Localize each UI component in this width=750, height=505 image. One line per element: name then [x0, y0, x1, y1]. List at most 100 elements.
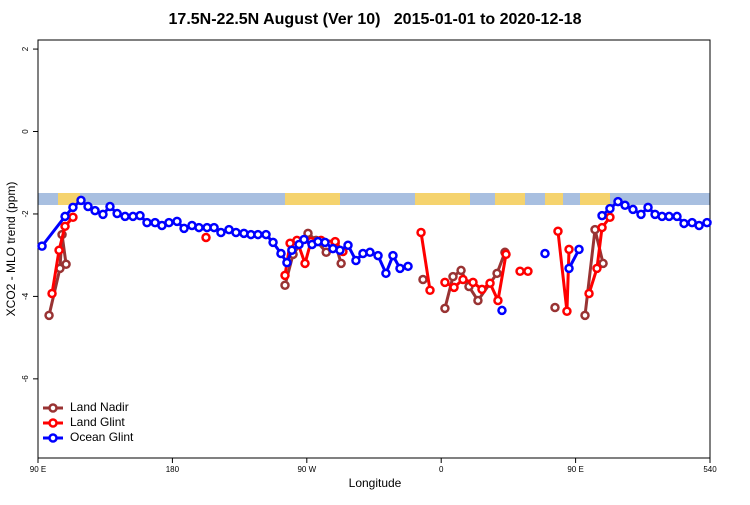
point: [501, 249, 511, 260]
point: [44, 310, 54, 321]
point: [477, 284, 487, 295]
point: [562, 306, 572, 316]
point: [493, 295, 503, 306]
point: [268, 237, 278, 248]
point: [592, 263, 602, 274]
series-line: [419, 232, 432, 291]
point: [282, 257, 292, 268]
point: [61, 259, 71, 270]
point: [702, 217, 712, 228]
point: [523, 266, 533, 277]
point: [395, 263, 405, 274]
point: [574, 244, 584, 255]
point: [584, 288, 594, 299]
point: [336, 258, 346, 269]
x-tick-label: 540: [703, 465, 717, 474]
point: [403, 261, 413, 272]
point: [448, 271, 458, 282]
y-tick-label: -6: [21, 375, 30, 383]
point: [605, 212, 615, 223]
legend-label: Ocean Glint: [70, 430, 134, 444]
point: [194, 222, 204, 233]
point: [605, 203, 615, 214]
point: [597, 222, 607, 233]
point: [135, 210, 145, 221]
point: [37, 241, 47, 251]
point: [679, 218, 689, 229]
x-axis-label: Longitude: [349, 476, 402, 490]
point: [694, 220, 704, 231]
point: [440, 277, 450, 288]
point: [299, 234, 309, 245]
point: [201, 232, 211, 243]
point: [98, 209, 108, 220]
point: [261, 229, 271, 240]
point: [580, 310, 590, 321]
point: [456, 265, 466, 276]
point: [672, 211, 682, 222]
chart-title: 17.5N-22.5N August (Ver 10) 2015-01-01 t…: [169, 11, 582, 28]
y-tick-label: 2: [21, 46, 30, 51]
point: [492, 268, 502, 279]
y-axis-label: XCO2 - MLO trend (ppm): [4, 182, 18, 317]
point: [473, 295, 483, 306]
point: [60, 211, 70, 222]
point: [300, 258, 310, 269]
point: [643, 202, 653, 213]
point: [550, 302, 560, 313]
point: [564, 263, 574, 274]
point: [112, 208, 122, 219]
point: [47, 288, 57, 299]
point: [485, 278, 495, 288]
point: [335, 245, 345, 255]
point: [172, 216, 182, 227]
point: [381, 268, 391, 279]
point: [418, 274, 428, 285]
point: [553, 226, 563, 237]
point: [497, 305, 507, 316]
legend-marker: [48, 433, 58, 443]
point: [449, 282, 459, 293]
point: [287, 245, 297, 255]
point: [209, 222, 219, 233]
x-tick-label: 90 E: [30, 465, 46, 474]
point: [83, 201, 93, 212]
point: [321, 247, 331, 258]
point: [620, 200, 630, 211]
point: [60, 221, 70, 232]
point: [365, 247, 375, 258]
point: [68, 202, 78, 213]
point: [276, 248, 286, 259]
x-tick-label: 90 W: [297, 465, 316, 474]
point: [253, 229, 263, 240]
point: [76, 195, 86, 206]
x-tick-label: 90 E: [567, 465, 583, 474]
point: [636, 209, 646, 220]
point: [179, 223, 189, 234]
point: [280, 270, 290, 281]
point: [280, 280, 290, 291]
point: [351, 255, 361, 266]
x-tick-label: 180: [166, 465, 180, 474]
point: [303, 228, 313, 239]
series-line: [50, 216, 75, 294]
y-tick-label: 0: [21, 129, 30, 134]
point: [68, 212, 78, 223]
point: [613, 196, 623, 207]
point: [90, 205, 100, 216]
point: [105, 201, 115, 212]
point: [54, 245, 64, 255]
point: [468, 277, 478, 288]
point: [628, 204, 638, 215]
point: [564, 244, 574, 255]
plot-frame: [37, 39, 711, 459]
x-tick-label: 0: [439, 465, 444, 474]
y-tick-label: -2: [21, 210, 30, 218]
point: [416, 227, 426, 238]
point: [142, 217, 152, 228]
point: [540, 248, 550, 259]
point: [164, 217, 174, 228]
point: [664, 211, 674, 222]
legend-label: Land Nadir: [70, 400, 129, 414]
